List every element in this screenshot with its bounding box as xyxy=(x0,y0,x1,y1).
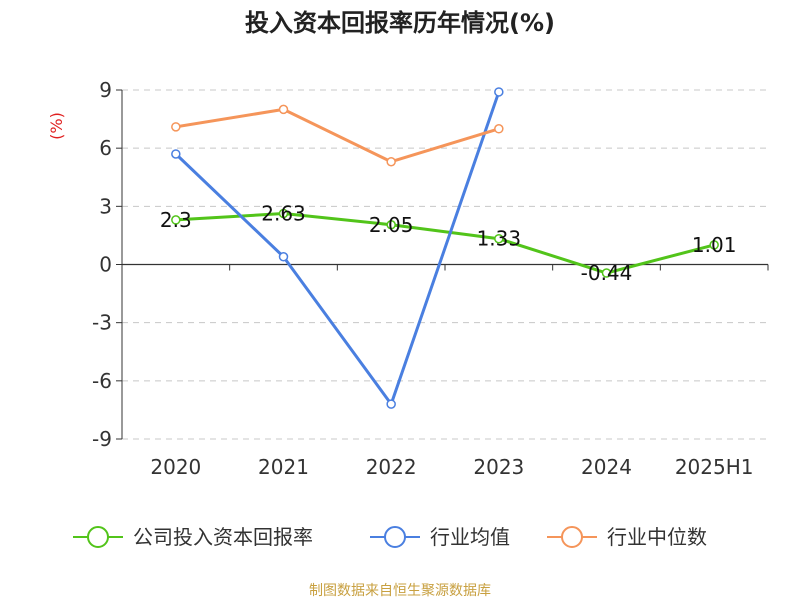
series-1-point xyxy=(171,149,181,159)
series-0-point xyxy=(709,240,719,250)
data-label: 2.63 xyxy=(261,202,306,226)
gridlines xyxy=(122,89,768,440)
chart-title: 投入资本回报率历年情况(%) xyxy=(245,9,555,37)
data-label: -0.44 xyxy=(581,261,633,285)
data-label: 2.3 xyxy=(160,208,192,232)
data-labels: 2.3 2.63 2.05 1.33 -0.44 1.01 xyxy=(160,202,737,286)
y-tick-label: -3 xyxy=(92,311,112,335)
y-tick-label: -6 xyxy=(92,369,112,393)
series-0-point xyxy=(386,220,396,230)
legend-label: 行业均值 xyxy=(430,525,510,549)
series-0-point xyxy=(278,208,289,219)
y-tick-label: 6 xyxy=(99,136,112,160)
x-tick-label: 2023 xyxy=(473,455,524,479)
y-tick-label: -9 xyxy=(92,427,112,451)
y-axis-unit-label: (%) xyxy=(47,112,66,140)
x-tick-label: 2024 xyxy=(581,455,632,479)
series-0-point xyxy=(171,215,181,225)
series-2-point xyxy=(386,156,396,167)
legend-marker xyxy=(87,526,109,548)
y-tick-label: 3 xyxy=(99,194,112,218)
data-label: 1.01 xyxy=(692,233,737,257)
legend: 公司投入资本回报率 行业均值 行业中位数 xyxy=(73,525,707,549)
y-tick-labels: 9 6 3 0 -3 -6 -9 xyxy=(92,78,112,451)
y-tick-label: 9 xyxy=(99,78,112,102)
legend-marker xyxy=(561,526,583,548)
series-2-point xyxy=(494,124,504,134)
series-2-line xyxy=(174,107,501,164)
series-0-point xyxy=(494,233,504,244)
x-tick-label: 2022 xyxy=(366,455,417,479)
data-label: 2.05 xyxy=(369,213,414,237)
series-0-point xyxy=(601,268,612,278)
axes xyxy=(116,89,769,440)
legend-marker xyxy=(384,526,406,548)
series-lines xyxy=(174,90,716,406)
series-2-point xyxy=(278,104,289,115)
series-points xyxy=(171,87,719,409)
x-tick-label: 2025H1 xyxy=(675,455,754,479)
series-1-line xyxy=(174,90,501,406)
legend-label: 行业中位数 xyxy=(607,525,707,549)
legend-label: 公司投入资本回报率 xyxy=(133,525,313,549)
series-1-point xyxy=(494,87,504,97)
series-1-point xyxy=(386,399,396,409)
series-2-point xyxy=(171,122,181,132)
series-1-point xyxy=(278,251,289,262)
data-label: 1.33 xyxy=(477,227,522,251)
x-tick-label: 2021 xyxy=(258,455,309,479)
series-0-line xyxy=(174,212,716,275)
x-tick-label: 2020 xyxy=(150,455,201,479)
y-tick-label: 0 xyxy=(99,253,112,277)
source-note: 制图数据来自恒生聚源数据库 xyxy=(309,583,491,599)
x-tick-labels: 2020 2021 2022 2023 2024 2025H1 xyxy=(150,455,753,479)
